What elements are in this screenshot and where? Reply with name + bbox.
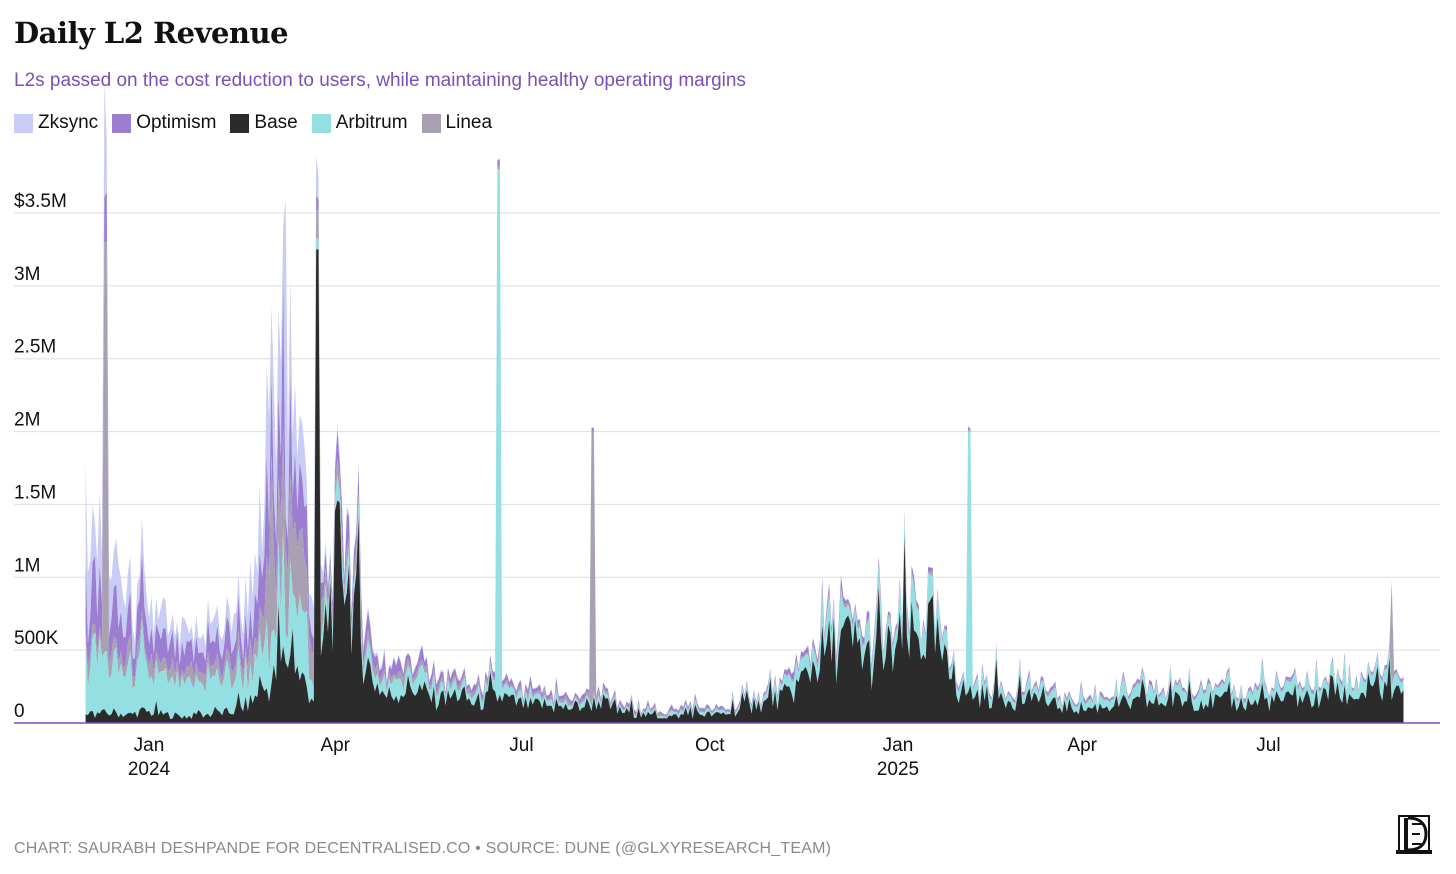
grid-layer	[14, 212, 1440, 651]
y-tick-label: 2M	[14, 410, 40, 431]
legend-label-zksync: Zksync	[38, 112, 99, 133]
y-tick-label: 0	[14, 701, 25, 722]
y-tick-label: 2.5M	[14, 337, 56, 358]
x-tick-year: 2024	[128, 759, 171, 780]
legend-item-base[interactable]: Base	[230, 112, 298, 134]
x-tick-label: Apr	[1067, 735, 1097, 756]
legend-swatch-base	[230, 113, 250, 133]
legend-item-arbitrum[interactable]: Arbitrum	[311, 112, 408, 134]
legend-swatch-optimism	[112, 113, 132, 133]
y-tick-label: 500K	[14, 628, 59, 649]
area-series-linea[interactable]	[85, 165, 1404, 718]
x-tick-label: Apr	[320, 735, 350, 756]
y-tick-label: 1M	[14, 555, 40, 576]
legend-item-zksync[interactable]: Zksync	[14, 112, 98, 134]
legend-swatch-linea	[421, 113, 441, 133]
x-tick-label: Oct	[695, 735, 725, 756]
area-layer	[85, 82, 1404, 723]
x-tick-label: Jul	[509, 735, 533, 756]
legend-swatch-arbitrum	[311, 113, 331, 133]
legend-label-linea: Linea	[445, 112, 493, 133]
legend-label-base: Base	[254, 112, 298, 133]
legend-swatch-zksync	[14, 113, 33, 133]
y-tick-label: $3.5M	[14, 191, 67, 212]
x-tick-label: Jul	[1256, 735, 1280, 756]
legend-label-arbitrum: Arbitrum	[335, 112, 408, 133]
chart-subtitle: L2s passed on the cost reduction to user…	[14, 70, 746, 91]
x-tick-year: 2025	[877, 759, 919, 780]
legend: Zksync Optimism Base Arbitrum Linea	[14, 112, 492, 134]
source-footer: CHART: SAURABH DESHPANDE FOR DECENTRALIS…	[14, 840, 832, 857]
legend-item-optimism[interactable]: Optimism	[112, 112, 216, 134]
y-tick-label: 3M	[14, 264, 40, 285]
x-tick-label: Jan	[134, 735, 165, 756]
legend-label-optimism: Optimism	[136, 112, 217, 133]
axis-layer: 0 500K 1M 1.5M 2M 2.5M 3M $3.5M Jan 2024 Apr Jul Oct…	[14, 191, 1440, 780]
x-tick-label: Jan	[883, 735, 914, 756]
y-tick-label: 1.5M	[14, 482, 56, 503]
chart-title: Daily L2 Revenue	[14, 16, 289, 50]
legend-item-linea[interactable]: Linea	[421, 112, 493, 134]
decentralised-co-logo-icon	[1396, 815, 1432, 854]
